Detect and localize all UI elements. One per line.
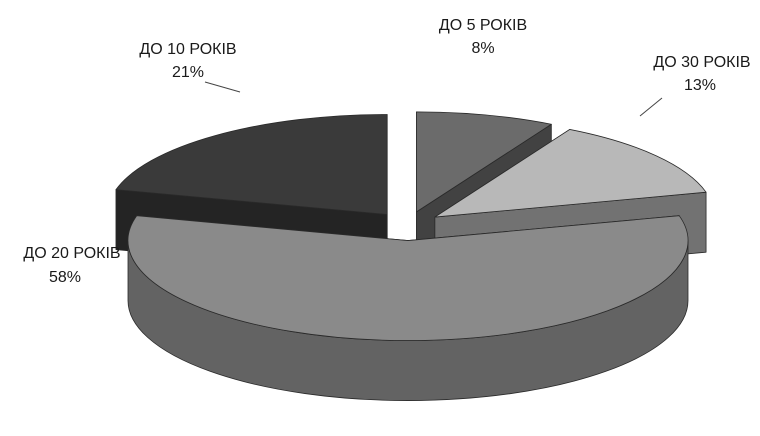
percent-label-slice-2: 58% <box>49 269 81 286</box>
pie-slice-1-top <box>434 129 707 218</box>
pie-slice-3-top <box>115 114 388 215</box>
label-slice-1: ДО 30 РОКІВ 13% <box>653 54 750 94</box>
percent-label-slice-0: 8% <box>471 40 494 57</box>
percent-label-slice-3: 21% <box>172 64 204 81</box>
pie-slice-2 <box>127 215 689 401</box>
leader-line-1 <box>639 97 663 117</box>
label-slice-3: ДО 10 РОКІВ 21% <box>139 41 236 81</box>
pie-slice-0-top <box>416 111 552 213</box>
label-slice-2: ДО 20 РОКІВ 58% <box>23 245 120 286</box>
leader-lines <box>204 81 663 117</box>
pie-slices <box>115 111 707 401</box>
label-slice-0: ДО 5 РОКІВ 8% <box>439 17 527 57</box>
category-label-slice-2: ДО 20 РОКІВ <box>23 245 120 262</box>
leader-line-0 <box>204 81 241 93</box>
percent-label-slice-1: 13% <box>684 77 716 94</box>
category-label-slice-1: ДО 30 РОКІВ <box>653 54 750 71</box>
pie-slice-2-top <box>127 215 689 341</box>
category-label-slice-3: ДО 10 РОКІВ <box>139 41 236 58</box>
category-label-slice-0: ДО 5 РОКІВ <box>439 17 527 34</box>
